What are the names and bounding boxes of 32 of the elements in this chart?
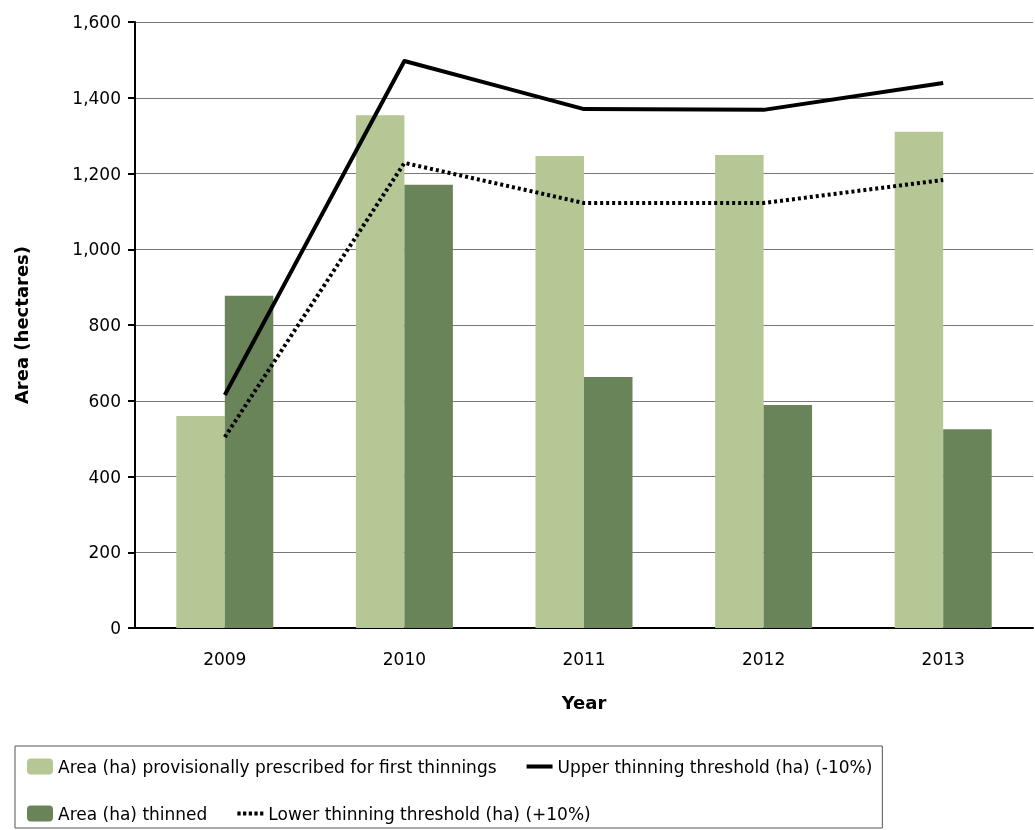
line-series bbox=[222, 160, 946, 440]
y-tick-label: 200 bbox=[88, 542, 121, 563]
x-tick-label: 2011 bbox=[562, 648, 606, 669]
x-axis-title: Year bbox=[560, 691, 607, 713]
bar bbox=[404, 184, 453, 628]
bar bbox=[763, 404, 813, 628]
legend-label: Area (ha) thinned bbox=[58, 803, 208, 824]
legend-label: Area (ha) provisionally prescribed for first thinnings bbox=[58, 756, 497, 777]
y-tick-label: 0 bbox=[110, 618, 121, 638]
y-tick-label: 1,000 bbox=[72, 239, 121, 260]
y-tick-label: 400 bbox=[88, 466, 121, 487]
y-tick-label: 1,200 bbox=[72, 163, 121, 184]
bar bbox=[224, 295, 274, 628]
x-tick-label: 2010 bbox=[382, 648, 427, 669]
bar bbox=[176, 415, 225, 628]
y-axis-title: Area (hectares) bbox=[10, 245, 32, 405]
line-series bbox=[222, 59, 946, 398]
x-tick-label: 2013 bbox=[921, 648, 965, 669]
legend-label: Upper thinning threshold (ha) (-10%) bbox=[557, 756, 873, 777]
x-tick-label: 2009 bbox=[203, 648, 247, 669]
bar bbox=[715, 154, 764, 628]
bar bbox=[535, 156, 584, 628]
bar bbox=[584, 376, 633, 628]
y-tick-label: 800 bbox=[88, 315, 121, 335]
x-tick-label: 2012 bbox=[741, 648, 786, 669]
bar bbox=[894, 131, 944, 628]
y-tick-label: 1,600 bbox=[72, 12, 121, 32]
bar bbox=[355, 115, 405, 628]
y-tick-label: 1,400 bbox=[72, 87, 121, 108]
y-tick-label: 600 bbox=[88, 390, 121, 411]
legend-label: Lower thinning threshold (ha) (+10%) bbox=[268, 803, 591, 824]
bar bbox=[943, 429, 992, 628]
